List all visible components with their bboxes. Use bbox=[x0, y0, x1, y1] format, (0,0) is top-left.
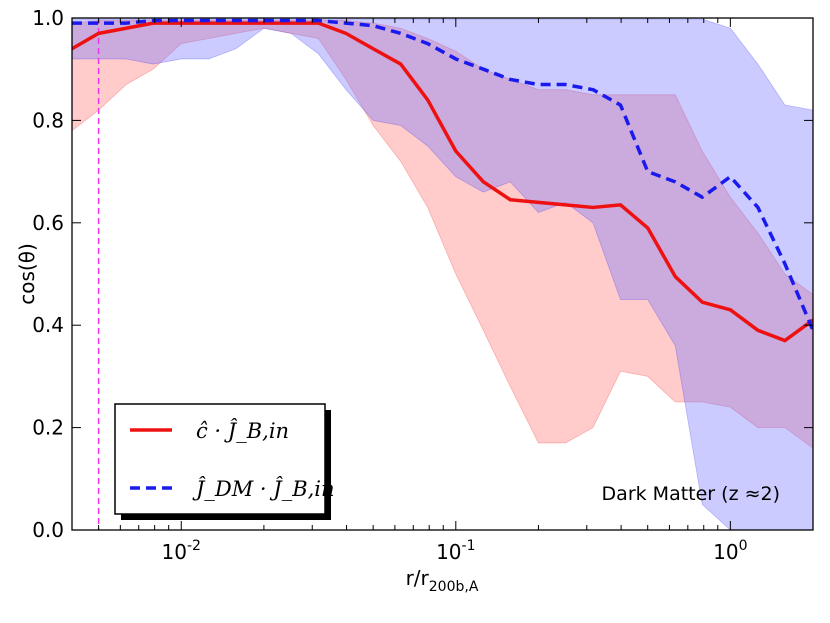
legend-label-j-dm: Ĵ_DM · Ĵ_B,in bbox=[192, 476, 335, 501]
x-tick-label-base: 10 bbox=[162, 540, 187, 564]
y-tick-label: 0.4 bbox=[32, 313, 64, 337]
x-tick-label-exponent: -2 bbox=[187, 538, 201, 554]
series-0-line bbox=[72, 21, 813, 343]
y-tick-label: 0.2 bbox=[32, 416, 64, 440]
x-tick-label-exponent: -1 bbox=[462, 538, 476, 554]
series-0-band bbox=[72, 20, 813, 449]
x-tick-label: 100 bbox=[713, 538, 747, 564]
annotation-text: Dark Matter (z ≈2) bbox=[602, 483, 780, 505]
x-axis-label: r/r200b,A bbox=[406, 566, 479, 595]
y-tick-label: 0.8 bbox=[32, 108, 64, 132]
x-tick-label-base: 10 bbox=[436, 540, 461, 564]
axes-frame bbox=[71, 17, 814, 531]
x-axis-label-subscript: 200b,A bbox=[429, 579, 479, 595]
y-axis: 0.0 0.2 0.4 0.6 0.8 1.0 bbox=[32, 6, 813, 542]
series-1-band bbox=[72, 18, 813, 530]
y-tick-label: 1.0 bbox=[32, 6, 64, 30]
x-tick-label: 10-1 bbox=[436, 538, 475, 564]
y-axis-label: cos(θ) bbox=[15, 243, 39, 305]
x-tick-label: 10-2 bbox=[162, 538, 201, 564]
y-tick-label: 0.0 bbox=[32, 518, 64, 542]
x-tick-label-base: 10 bbox=[713, 540, 738, 564]
legend-box bbox=[114, 403, 326, 515]
plot-area bbox=[72, 18, 813, 530]
x-tick-label-exponent: 0 bbox=[739, 538, 748, 554]
x-axis: 10-2 10-1 100 bbox=[71, 18, 814, 564]
legend-label-c-hat: ĉ · Ĵ_B,in bbox=[196, 418, 289, 443]
y-tick-label: 0.6 bbox=[32, 211, 64, 235]
legend: ĉ · Ĵ_B,in Ĵ_DM · Ĵ_B,in bbox=[114, 403, 335, 520]
series-1-line bbox=[72, 18, 813, 332]
